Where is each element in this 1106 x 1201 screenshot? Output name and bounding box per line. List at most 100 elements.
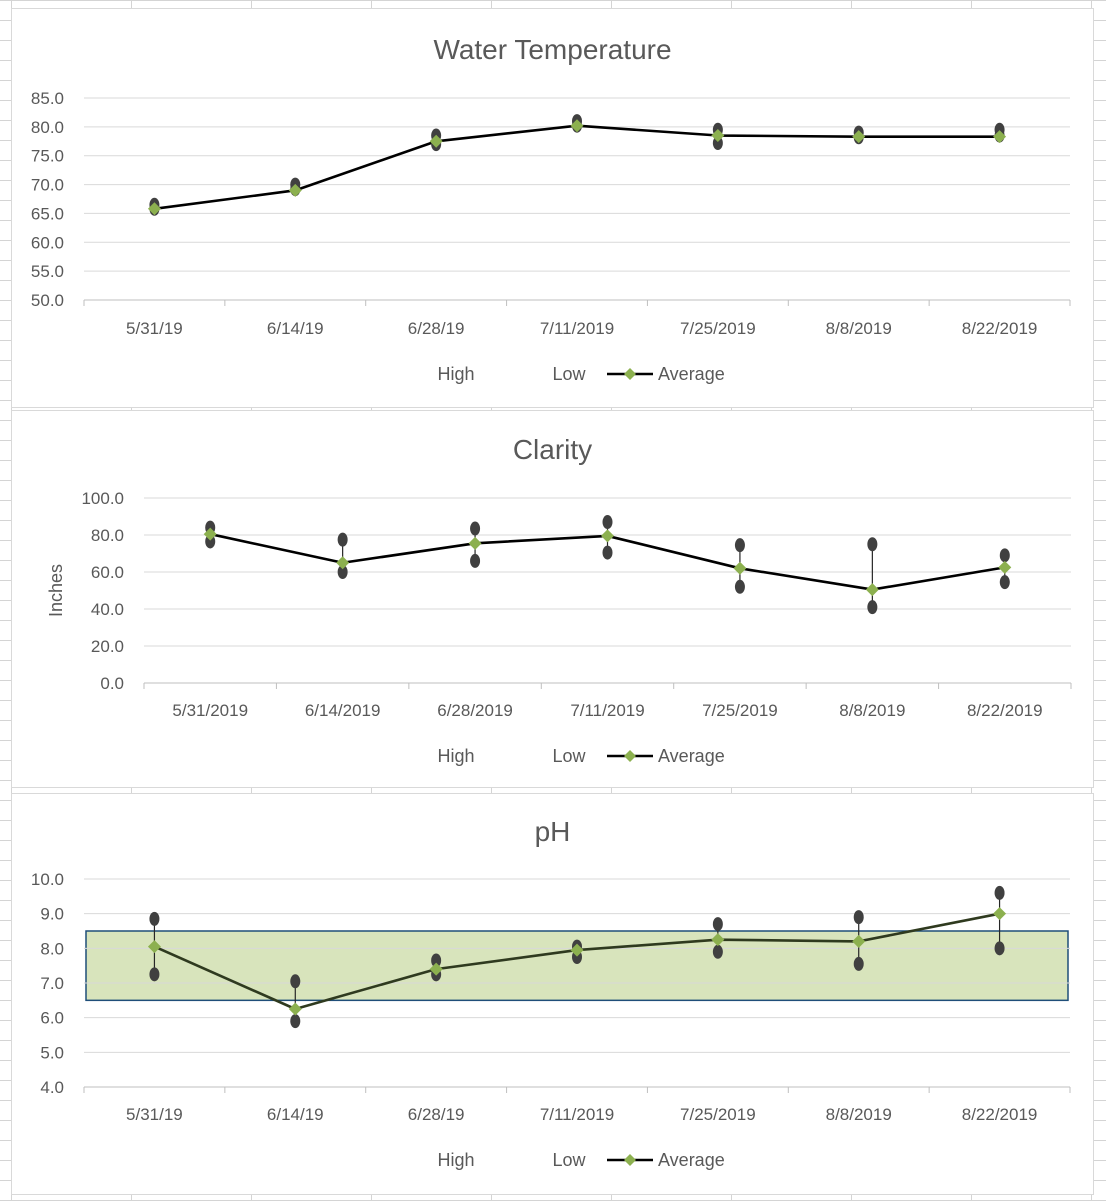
x-tick-label: 7/25/2019 bbox=[680, 1105, 756, 1124]
average-marker bbox=[993, 130, 1007, 144]
legend-low-label: Low bbox=[552, 364, 586, 384]
average-marker bbox=[429, 962, 443, 976]
legend-average-marker bbox=[624, 368, 636, 380]
chart-title: pH bbox=[535, 816, 571, 847]
legend-average-label: Average bbox=[658, 1150, 725, 1170]
water-temperature-chart-panel: Water Temperature 50.0 55.0 60.0 65.0 70.0 75.… bbox=[11, 8, 1094, 408]
high-marker bbox=[290, 974, 301, 989]
high-marker bbox=[431, 953, 442, 968]
legend-high-label: High bbox=[437, 364, 474, 384]
low-marker bbox=[337, 565, 348, 579]
y-tick-label: 70.0 bbox=[31, 176, 64, 195]
y-tick-label: 20.0 bbox=[91, 637, 124, 656]
x-tick-label: 6/14/19 bbox=[267, 1105, 324, 1124]
average-marker bbox=[601, 529, 614, 543]
y-tick-label: 55.0 bbox=[31, 262, 64, 281]
high-marker bbox=[470, 521, 481, 536]
high-marker bbox=[602, 515, 613, 530]
y-tick-label: 6.0 bbox=[40, 1009, 64, 1028]
average-marker bbox=[865, 583, 879, 597]
high-marker bbox=[994, 885, 1005, 900]
average-marker bbox=[998, 560, 1012, 574]
legend-low-label: Low bbox=[552, 1150, 586, 1170]
legend-average-marker bbox=[624, 750, 636, 762]
average-marker bbox=[711, 933, 725, 947]
y-axis-label: Inches bbox=[46, 564, 66, 617]
average-marker bbox=[993, 907, 1007, 921]
y-tick-label: 8.0 bbox=[40, 939, 64, 958]
average-marker bbox=[711, 129, 725, 143]
ph-chart: pH 4.0 5.0 6.0 7.0 8.0 9.0 10.0 5/31/19 6/14/19 6/… bbox=[31, 816, 1071, 1170]
y-tick-label: 60.0 bbox=[91, 563, 124, 582]
high-marker bbox=[149, 911, 160, 926]
ph-chart-panel: pH 4.0 5.0 6.0 7.0 8.0 9.0 10.0 5/31/19 6/14/19 6/… bbox=[11, 793, 1094, 1195]
y-tick-label: 65.0 bbox=[31, 204, 64, 223]
low-marker bbox=[149, 967, 160, 982]
low-marker bbox=[712, 136, 723, 151]
y-tick-label: 10.0 bbox=[31, 870, 64, 889]
high-marker bbox=[337, 532, 348, 547]
low-marker bbox=[602, 545, 613, 560]
x-tick-label: 7/25/2019 bbox=[680, 319, 756, 338]
x-tick-label: 5/31/19 bbox=[126, 1105, 183, 1124]
x-tick-label: 7/11/2019 bbox=[540, 1105, 614, 1124]
x-tick-label: 7/11/2019 bbox=[570, 701, 644, 720]
high-marker bbox=[853, 910, 864, 925]
legend-average-label: Average bbox=[658, 364, 725, 384]
y-tick-label: 85.0 bbox=[31, 89, 64, 108]
x-tick-label: 6/28/19 bbox=[408, 319, 465, 338]
average-marker bbox=[288, 1002, 302, 1016]
clarity-chart: Clarity Inches 0.0 20.0 40.0 60.0 80.0 100.0 5/3… bbox=[46, 434, 1072, 766]
x-tick-label: 8/8/2019 bbox=[839, 701, 905, 720]
x-tick-label: 8/8/2019 bbox=[826, 319, 892, 338]
chart-title: Clarity bbox=[513, 434, 592, 465]
x-tick-label: 6/14/2019 bbox=[305, 701, 381, 720]
x-tick-label: 8/22/2019 bbox=[962, 319, 1038, 338]
low-marker bbox=[734, 579, 745, 594]
clarity-chart-panel: Clarity Inches 0.0 20.0 40.0 60.0 80.0 100.0 5/3… bbox=[11, 410, 1094, 788]
legend-high-label: High bbox=[437, 1150, 474, 1170]
y-tick-label: 5.0 bbox=[40, 1043, 64, 1062]
low-marker bbox=[853, 956, 864, 971]
y-tick-label: 0.0 bbox=[100, 674, 124, 693]
x-tick-label: 6/28/2019 bbox=[437, 701, 513, 720]
x-tick-label: 7/11/2019 bbox=[540, 319, 614, 338]
legend-average-label: Average bbox=[658, 746, 725, 766]
low-marker bbox=[999, 575, 1010, 590]
y-tick-label: 60.0 bbox=[31, 233, 64, 252]
y-tick-label: 75.0 bbox=[31, 147, 64, 166]
y-tick-label: 50.0 bbox=[31, 291, 64, 310]
average-marker bbox=[468, 536, 482, 550]
average-marker bbox=[733, 561, 747, 575]
x-tick-label: 5/31/2019 bbox=[172, 701, 248, 720]
average-marker bbox=[147, 202, 161, 216]
average-marker bbox=[203, 527, 217, 541]
y-tick-label: 4.0 bbox=[40, 1078, 64, 1097]
x-tick-label: 6/14/19 bbox=[267, 319, 324, 338]
x-tick-label: 8/8/2019 bbox=[826, 1105, 892, 1124]
average-marker bbox=[288, 183, 302, 197]
legend-low-label: Low bbox=[552, 746, 586, 766]
average-marker bbox=[570, 119, 584, 133]
low-marker bbox=[470, 553, 481, 568]
x-tick-label: 5/31/19 bbox=[126, 319, 183, 338]
average-marker bbox=[429, 134, 443, 148]
y-tick-label: 100.0 bbox=[81, 489, 124, 508]
x-tick-label: 6/28/19 bbox=[408, 1105, 465, 1124]
average-marker bbox=[336, 556, 350, 570]
average-series-line bbox=[154, 124, 1000, 211]
water-temperature-chart: Water Temperature 50.0 55.0 60.0 65.0 70.0 75.… bbox=[31, 34, 1071, 384]
y-tick-label: 7.0 bbox=[40, 974, 64, 993]
low-marker bbox=[290, 1014, 301, 1029]
average-marker bbox=[147, 940, 161, 954]
low-marker bbox=[994, 941, 1005, 956]
y-tick-label: 80.0 bbox=[31, 118, 64, 137]
y-tick-label: 80.0 bbox=[91, 526, 124, 545]
x-tick-label: 8/22/2019 bbox=[962, 1105, 1038, 1124]
average-marker bbox=[570, 943, 584, 957]
high-marker bbox=[712, 917, 723, 932]
x-tick-label: 7/25/2019 bbox=[702, 701, 778, 720]
low-marker bbox=[867, 600, 878, 615]
average-marker bbox=[852, 130, 866, 144]
chart-title: Water Temperature bbox=[433, 34, 671, 65]
